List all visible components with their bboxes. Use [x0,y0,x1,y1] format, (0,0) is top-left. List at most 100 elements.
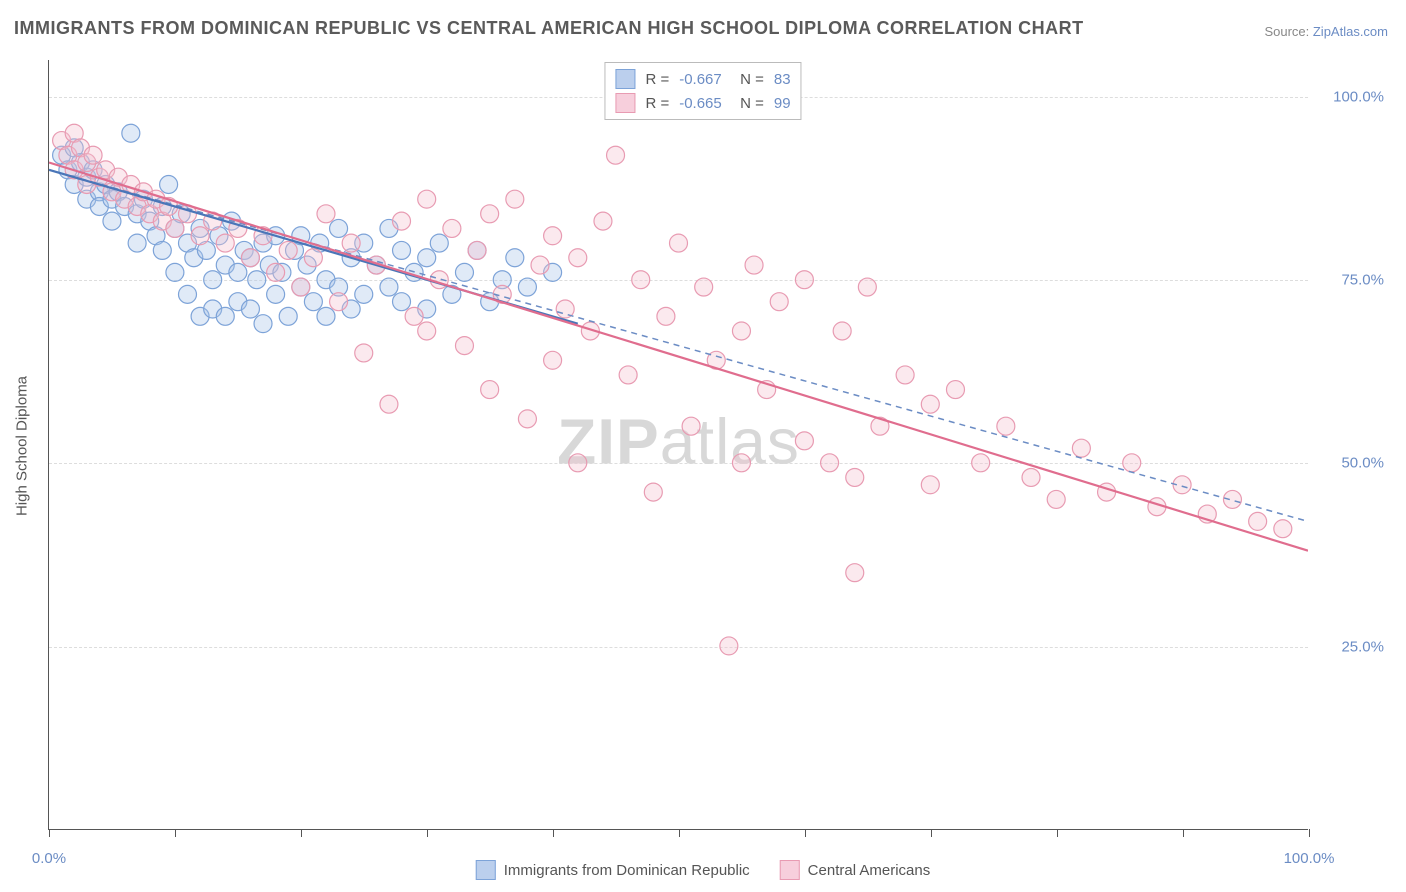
legend-n-label: N = [732,95,764,112]
scatter-point [355,285,373,303]
scatter-point [569,249,587,267]
source-link[interactable]: ZipAtlas.com [1313,24,1388,39]
scatter-point [531,256,549,274]
trend-line [49,163,1308,551]
legend-row-pink: R = -0.665 N = 99 [615,91,790,115]
scatter-point [695,278,713,296]
scatter-point [229,263,247,281]
scatter-point [380,395,398,413]
scatter-point [1223,490,1241,508]
x-tick [1183,829,1184,837]
scatter-point [569,454,587,472]
scatter-point [846,564,864,582]
scatter-point [160,176,178,194]
scatter-point [858,278,876,296]
scatter-point [481,205,499,223]
scatter-point [833,322,851,340]
scatter-point [506,249,524,267]
scatter-point [393,212,411,230]
scatter-point [632,271,650,289]
x-tick-label: 0.0% [32,850,66,867]
x-tick [49,829,50,837]
scatter-point [279,241,297,259]
scatter-point [518,278,536,296]
source-label: Source: [1264,24,1312,39]
scatter-point [732,454,750,472]
scatter-point [795,271,813,289]
scatter-point [292,278,310,296]
scatter-point [241,300,259,318]
swatch-pink-icon [615,93,635,113]
plot-area: ZIPatlas 25.0%50.0%75.0%100.0%0.0%100.0% [48,60,1308,830]
scatter-point [330,219,348,237]
scatter-point [393,293,411,311]
y-tick-label: 50.0% [1341,455,1384,472]
x-tick [427,829,428,837]
y-tick-label: 100.0% [1333,88,1384,105]
scatter-point [972,454,990,472]
scatter-point [732,322,750,340]
source-attribution: Source: ZipAtlas.com [1264,24,1388,39]
scatter-point [418,190,436,208]
scatter-point [216,307,234,325]
scatter-point [468,241,486,259]
scatter-point [191,227,209,245]
legend-bottom-item-1: Immigrants from Dominican Republic [476,860,750,880]
scatter-point [355,344,373,362]
legend-r-label: R = [645,95,669,112]
scatter-point [304,249,322,267]
legend-pink-r: -0.665 [679,95,722,112]
scatter-point [248,271,266,289]
scatter-point [84,146,102,164]
scatter-point [430,234,448,252]
scatter-point [770,293,788,311]
scatter-point [405,307,423,325]
legend-correlation-box: R = -0.667 N = 83 R = -0.665 N = 99 [604,62,801,120]
scatter-point [267,285,285,303]
legend-r-label: R = [645,71,669,88]
scatter-point [380,278,398,296]
x-tick [175,829,176,837]
legend-bottom: Immigrants from Dominican Republic Centr… [476,860,930,880]
chart-svg [49,60,1308,829]
scatter-point [821,454,839,472]
scatter-point [1249,512,1267,530]
swatch-blue-icon [615,69,635,89]
scatter-point [153,241,171,259]
scatter-point [921,476,939,494]
scatter-point [506,190,524,208]
scatter-point [443,219,461,237]
scatter-point [103,212,121,230]
swatch-blue-icon [476,860,496,880]
legend-bottom-label-1: Immigrants from Dominican Republic [504,862,750,879]
scatter-point [254,315,272,333]
scatter-point [166,219,184,237]
scatter-point [518,410,536,428]
x-tick [553,829,554,837]
scatter-point [896,366,914,384]
chart-title: IMMIGRANTS FROM DOMINICAN REPUBLIC VS CE… [14,18,1084,39]
scatter-point [657,307,675,325]
x-tick-label: 100.0% [1284,850,1335,867]
legend-bottom-label-2: Central Americans [808,862,931,879]
y-tick-label: 25.0% [1341,638,1384,655]
scatter-point [418,249,436,267]
scatter-point [455,337,473,355]
scatter-point [644,483,662,501]
scatter-point [241,249,259,267]
scatter-point [594,212,612,230]
legend-row-blue: R = -0.667 N = 83 [615,67,790,91]
scatter-point [544,351,562,369]
scatter-point [204,271,222,289]
scatter-point [317,307,335,325]
legend-blue-n: 83 [774,71,791,88]
x-tick [301,829,302,837]
scatter-point [1047,490,1065,508]
scatter-point [544,227,562,245]
scatter-point [330,293,348,311]
scatter-point [304,293,322,311]
legend-n-label: N = [732,71,764,88]
scatter-point [267,263,285,281]
legend-blue-r: -0.667 [679,71,722,88]
scatter-point [682,417,700,435]
